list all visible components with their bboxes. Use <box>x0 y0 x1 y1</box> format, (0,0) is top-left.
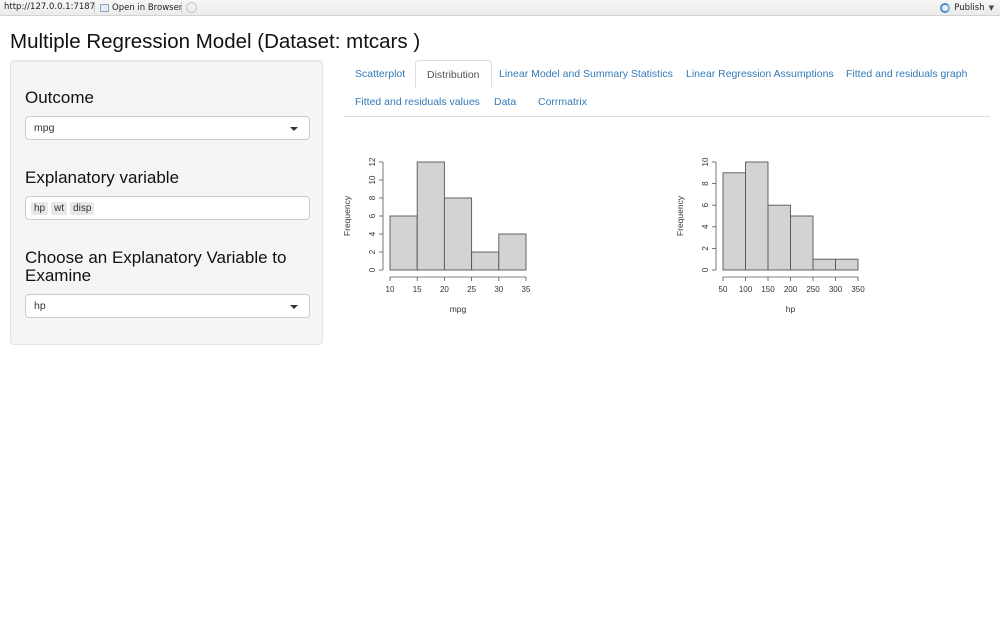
tab-data[interactable]: Data <box>494 96 517 108</box>
selected-chip[interactable]: disp <box>70 201 95 215</box>
y-axis-label: Frequency <box>675 195 685 236</box>
histogram-bar <box>835 258 859 271</box>
histogram-mpg: 10 15 20 25 30 35 0 2 4 6 8 10 12 mpg Frequency <box>342 157 531 314</box>
browser-window-icon <box>100 4 109 12</box>
sidebar-panel: Outcome mpg Explanatory variable hp wt d… <box>10 60 323 345</box>
histogram-hp: 50 100 150 200 250 300 350 0 2 4 6 8 10 hp Frequency <box>675 157 865 314</box>
examine-label-line2: Examine <box>25 266 92 285</box>
x-tick-label: 30 <box>494 285 503 294</box>
y-tick-label: 8 <box>368 195 377 200</box>
toolbar-separator <box>181 2 182 13</box>
histogram-bar <box>812 258 836 271</box>
outcome-select[interactable]: mpg <box>25 116 310 140</box>
y-tick-label: 10 <box>701 157 710 166</box>
y-tick-label: 10 <box>368 175 377 184</box>
selected-chip[interactable]: hp <box>31 201 49 215</box>
y-tick-label: 0 <box>701 267 710 272</box>
x-tick-label: 15 <box>413 285 422 294</box>
x-tick-label: 35 <box>522 285 531 294</box>
selected-chip[interactable]: wt <box>51 201 68 215</box>
y-tick-label: 4 <box>368 231 377 236</box>
histogram-bar <box>767 204 791 271</box>
tab-distribution[interactable]: Distribution <box>415 60 492 88</box>
y-tick-label: 6 <box>701 202 710 207</box>
histogram-bar <box>745 161 769 271</box>
x-tick-label: 200 <box>784 285 798 294</box>
explanatory-label: Explanatory variable <box>25 168 180 187</box>
tab-fitted-residuals-graph[interactable]: Fitted and residuals graph <box>846 68 968 80</box>
tab-corrmatrix[interactable]: Corrmatrix <box>538 96 587 108</box>
open-in-browser-button[interactable]: Open in Browser <box>100 1 182 15</box>
publish-icon <box>940 3 951 13</box>
histogram-bar <box>471 251 500 271</box>
url-display: http://127.0.0.1:7187 <box>4 2 96 12</box>
publish-button[interactable]: Publish ▼ <box>940 1 994 15</box>
histogram-bar <box>389 215 418 271</box>
y-axis-label: Frequency <box>342 195 352 236</box>
toolbar-separator <box>94 2 95 13</box>
examine-label: Choose an Explanatory Variable to Examin… <box>25 249 286 285</box>
tab-bar: Scatterplot Distribution Linear Model an… <box>344 60 990 117</box>
x-tick-label: 300 <box>829 285 843 294</box>
x-axis-label: mpg <box>450 304 467 314</box>
tab-fitted-residuals-values[interactable]: Fitted and residuals values <box>355 96 480 108</box>
dropdown-arrow-icon <box>290 305 298 309</box>
page-title: Multiple Regression Model (Dataset: mtca… <box>10 30 421 53</box>
x-tick-label: 50 <box>719 285 728 294</box>
y-tick-label: 2 <box>368 249 377 254</box>
publish-label: Publish <box>954 3 985 13</box>
y-tick-label: 6 <box>368 213 377 218</box>
examine-label-line1: Choose an Explanatory Variable to <box>25 248 287 267</box>
chevron-down-icon: ▼ <box>988 4 994 12</box>
examine-selected-value: hp <box>34 300 46 312</box>
histogram-bar <box>722 172 746 271</box>
refresh-icon[interactable] <box>186 2 197 13</box>
y-tick-label: 8 <box>701 181 710 186</box>
x-tick-label: 350 <box>851 285 865 294</box>
open-in-browser-label: Open in Browser <box>112 3 183 13</box>
histogram-bar <box>443 197 473 271</box>
outcome-label: Outcome <box>25 88 94 107</box>
y-tick-label: 2 <box>701 246 710 251</box>
y-tick-label: 4 <box>701 224 710 229</box>
examine-select[interactable]: hp <box>25 294 310 318</box>
x-tick-label: 10 <box>386 285 395 294</box>
x-tick-label: 25 <box>467 285 476 294</box>
x-tick-label: 20 <box>440 285 449 294</box>
x-tick-label: 100 <box>739 285 753 294</box>
explanatory-multiselect[interactable]: hp wt disp <box>25 196 310 220</box>
x-tick-label: 250 <box>806 285 820 294</box>
histogram-bar <box>790 215 814 271</box>
x-axis-label: hp <box>786 304 796 314</box>
y-tick-label: 12 <box>368 157 377 166</box>
tab-scatterplot[interactable]: Scatterplot <box>355 68 406 80</box>
outcome-selected-value: mpg <box>34 122 55 134</box>
y-tick-label: 0 <box>368 267 377 272</box>
tab-regression-assumptions[interactable]: Linear Regression Assumptions <box>686 68 834 80</box>
histogram-bar <box>416 161 445 271</box>
dropdown-arrow-icon <box>290 127 298 131</box>
x-tick-label: 150 <box>761 285 775 294</box>
histogram-bar <box>498 233 527 271</box>
tab-linear-model-summary[interactable]: Linear Model and Summary Statistics <box>499 68 673 80</box>
viewer-toolbar: http://127.0.0.1:7187 Open in Browser Pu… <box>0 0 1000 16</box>
